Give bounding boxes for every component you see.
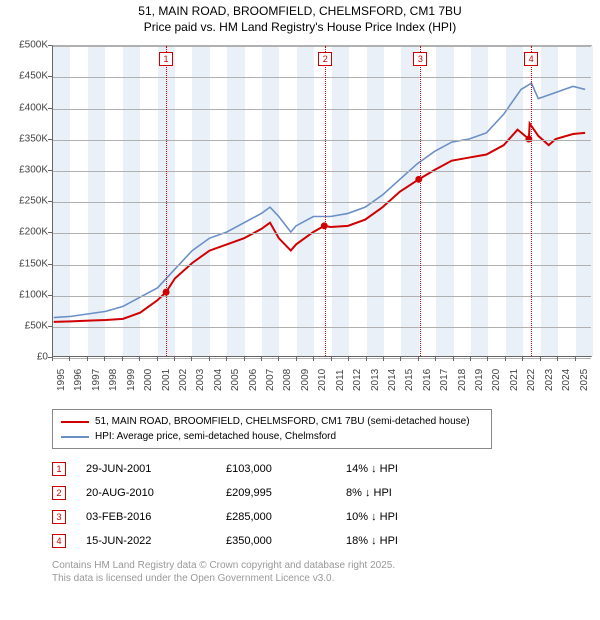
x-axis-label: 2001 bbox=[161, 369, 172, 391]
x-axis-label: 2020 bbox=[491, 369, 502, 391]
y-axis-label: £200K bbox=[19, 227, 48, 238]
transaction-index: 4 bbox=[52, 534, 66, 548]
title-line2: Price paid vs. HM Land Registry's House … bbox=[4, 20, 596, 36]
legend-row: 51, MAIN ROAD, BROOMFIELD, CHELMSFORD, C… bbox=[61, 414, 483, 429]
transaction-price: £103,000 bbox=[226, 463, 326, 475]
x-axis-label: 2014 bbox=[387, 369, 398, 391]
transaction-row: 1 29-JUN-2001 £103,000 14% ↓ HPI bbox=[52, 457, 596, 481]
legend: 51, MAIN ROAD, BROOMFIELD, CHELMSFORD, C… bbox=[52, 409, 492, 449]
chart-lines bbox=[53, 46, 591, 356]
transaction-date: 20-AUG-2010 bbox=[86, 487, 206, 499]
x-axis-label: 2021 bbox=[509, 369, 520, 391]
x-axis-label: 2002 bbox=[178, 369, 189, 391]
y-axis-label: £50K bbox=[25, 320, 48, 331]
y-axis-label: £300K bbox=[19, 164, 48, 175]
x-axis-label: 2005 bbox=[230, 369, 241, 391]
marker-box: 2 bbox=[318, 52, 332, 66]
marker-box: 4 bbox=[524, 52, 538, 66]
legend-swatch-price bbox=[61, 421, 89, 423]
transaction-row: 2 20-AUG-2010 £209,995 8% ↓ HPI bbox=[52, 481, 596, 505]
plot-area: 1 2 3 4 bbox=[52, 45, 592, 357]
transaction-price: £285,000 bbox=[226, 511, 326, 523]
x-axis-label: 2006 bbox=[248, 369, 259, 391]
x-axis-label: 2025 bbox=[579, 369, 590, 391]
x-axis-label: 2024 bbox=[561, 369, 572, 391]
legend-swatch-hpi bbox=[61, 436, 89, 438]
x-axis-label: 2011 bbox=[335, 370, 346, 392]
footnote: Contains HM Land Registry data © Crown c… bbox=[52, 559, 596, 585]
transaction-index: 1 bbox=[52, 462, 66, 476]
y-axis-label: £150K bbox=[19, 258, 48, 269]
x-axis-label: 2004 bbox=[213, 369, 224, 391]
x-axis-label: 2010 bbox=[317, 369, 328, 391]
transaction-date: 15-JUN-2022 bbox=[86, 535, 206, 547]
series-hpi bbox=[54, 83, 585, 317]
x-axis-label: 2008 bbox=[282, 369, 293, 391]
transaction-index: 2 bbox=[52, 486, 66, 500]
x-axis-label: 2015 bbox=[404, 369, 415, 391]
transaction-diff: 10% ↓ HPI bbox=[346, 511, 446, 523]
chart-title: 51, MAIN ROAD, BROOMFIELD, CHELMSFORD, C… bbox=[4, 4, 596, 35]
x-axis-label: 2018 bbox=[457, 369, 468, 391]
legend-label: HPI: Average price, semi-detached house,… bbox=[95, 429, 336, 444]
transaction-index: 3 bbox=[52, 510, 66, 524]
title-line1: 51, MAIN ROAD, BROOMFIELD, CHELMSFORD, C… bbox=[4, 4, 596, 20]
transaction-row: 4 15-JUN-2022 £350,000 18% ↓ HPI bbox=[52, 529, 596, 553]
legend-row: HPI: Average price, semi-detached house,… bbox=[61, 429, 483, 444]
marker-box: 1 bbox=[159, 52, 173, 66]
x-axis-label: 2012 bbox=[352, 369, 363, 391]
series-price_paid bbox=[54, 124, 585, 322]
x-axis-label: 1998 bbox=[108, 369, 119, 391]
chart-container: 51, MAIN ROAD, BROOMFIELD, CHELMSFORD, C… bbox=[0, 0, 600, 589]
transaction-row: 3 03-FEB-2016 £285,000 10% ↓ HPI bbox=[52, 505, 596, 529]
x-axis-label: 2009 bbox=[300, 369, 311, 391]
transaction-diff: 18% ↓ HPI bbox=[346, 535, 446, 547]
x-axis-label: 2022 bbox=[526, 369, 537, 391]
transaction-date: 03-FEB-2016 bbox=[86, 511, 206, 523]
x-axis-label: 1995 bbox=[56, 369, 67, 391]
x-axis-label: 1999 bbox=[126, 369, 137, 391]
transaction-price: £209,995 bbox=[226, 487, 326, 499]
transaction-price: £350,000 bbox=[226, 535, 326, 547]
y-axis-label: £500K bbox=[19, 40, 48, 51]
y-axis-label: £400K bbox=[19, 102, 48, 113]
x-axis-label: 1996 bbox=[73, 369, 84, 391]
x-axis-label: 2007 bbox=[265, 369, 276, 391]
x-axis-label: 2016 bbox=[422, 369, 433, 391]
legend-label: 51, MAIN ROAD, BROOMFIELD, CHELMSFORD, C… bbox=[95, 414, 470, 429]
x-axis-label: 2019 bbox=[474, 369, 485, 391]
marker-box: 3 bbox=[413, 52, 427, 66]
x-axis-label: 2000 bbox=[143, 369, 154, 391]
y-axis-label: £100K bbox=[19, 289, 48, 300]
transaction-diff: 14% ↓ HPI bbox=[346, 463, 446, 475]
footnote-line: This data is licensed under the Open Gov… bbox=[52, 572, 596, 585]
x-axis-label: 2003 bbox=[195, 369, 206, 391]
x-axis-label: 2013 bbox=[370, 369, 381, 391]
chart-area: 1 2 3 4 £0 £50K £100K £150K £200K £250K £300K £350… bbox=[4, 41, 596, 401]
footnote-line: Contains HM Land Registry data © Crown c… bbox=[52, 559, 596, 572]
x-axis-label: 2017 bbox=[439, 369, 450, 391]
y-axis-label: £450K bbox=[19, 71, 48, 82]
x-axis-label: 2023 bbox=[544, 369, 555, 391]
y-axis-label: £0 bbox=[37, 352, 48, 363]
transactions-table: 1 29-JUN-2001 £103,000 14% ↓ HPI 2 20-AUG-201… bbox=[52, 457, 596, 553]
y-axis-label: £250K bbox=[19, 196, 48, 207]
x-axis-label: 1997 bbox=[91, 369, 102, 391]
transaction-date: 29-JUN-2001 bbox=[86, 463, 206, 475]
y-axis-label: £350K bbox=[19, 133, 48, 144]
transaction-diff: 8% ↓ HPI bbox=[346, 487, 446, 499]
